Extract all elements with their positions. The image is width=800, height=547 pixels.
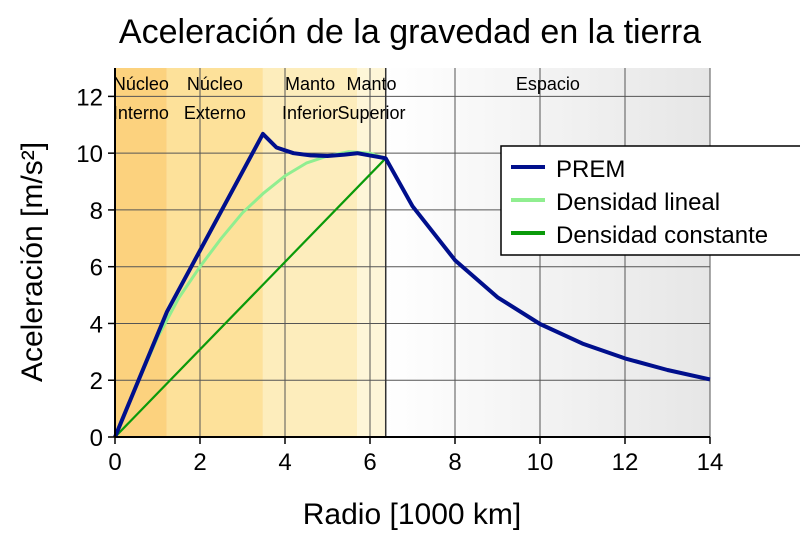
series-line-0 — [113, 131, 711, 438]
region-label: Inferior — [282, 103, 338, 123]
y-tick-label: 12 — [76, 84, 103, 111]
x-tick-label: 8 — [448, 449, 461, 476]
legend-box — [500, 145, 800, 256]
y-tick-label: 4 — [90, 311, 103, 338]
region-label: Manto — [285, 74, 335, 94]
chart-title: Aceleración de la gravedad en la tierra — [119, 13, 701, 51]
region-band — [166, 68, 263, 437]
series-line-2 — [114, 157, 387, 438]
legend: PREM Densidad lineal Densidad constante — [500, 145, 800, 256]
y-tick-label: 0 — [90, 425, 103, 452]
legend-label: PREM — [556, 156, 625, 183]
region-label: Manto — [346, 74, 396, 94]
y-tick-label: 2 — [90, 368, 103, 395]
x-tick-label: 4 — [278, 449, 291, 476]
y-tick-label: 10 — [76, 141, 103, 168]
region-label: Núcleo — [187, 74, 243, 94]
region-label: Externo — [184, 103, 246, 123]
y-tick-label: 6 — [90, 255, 103, 282]
region-label: Núcleo — [113, 74, 169, 94]
x-tick-label: 6 — [363, 449, 376, 476]
x-axis-label: Radio [1000 km] — [303, 498, 521, 531]
region-label: Interno — [113, 103, 169, 123]
legend-label: Densidad lineal — [556, 189, 720, 216]
y-tick-label: 8 — [90, 198, 103, 225]
region-band — [262, 68, 358, 437]
x-tick-label: 12 — [612, 449, 639, 476]
x-tick-label: 2 — [193, 449, 206, 476]
legend-label: Densidad constante — [556, 222, 768, 249]
x-tick-label: 14 — [697, 449, 724, 476]
region-band — [357, 68, 386, 437]
region-label: Espacio — [516, 74, 580, 94]
region-label: Superior — [337, 103, 405, 123]
y-axis-label: Aceleración [m/s²] — [16, 142, 49, 382]
x-tick-label: 0 — [108, 449, 121, 476]
x-tick-label: 10 — [527, 449, 554, 476]
region-band — [115, 68, 167, 437]
